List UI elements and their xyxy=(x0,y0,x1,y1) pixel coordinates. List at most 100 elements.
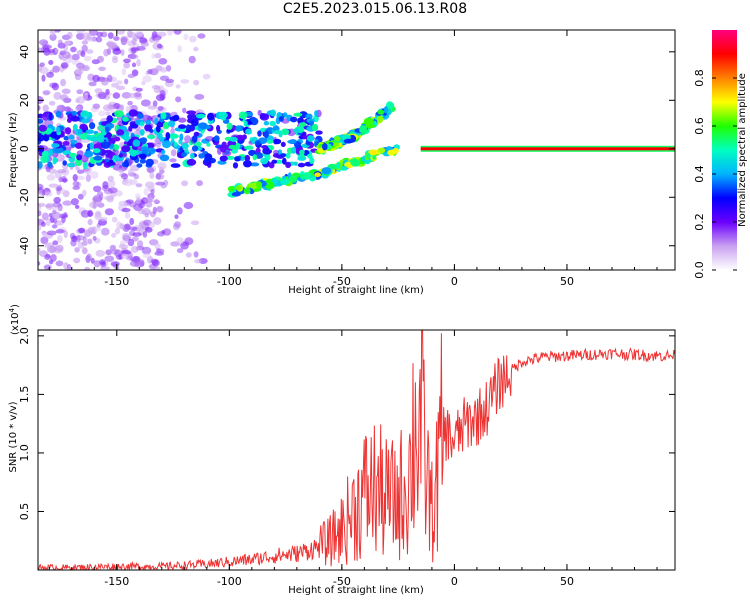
spectrogram-noise-cell xyxy=(173,30,182,35)
spectrogram-frame xyxy=(37,29,676,271)
spectrogram-noise-cell xyxy=(149,171,155,179)
spectrogram-band-cell xyxy=(261,145,269,149)
spectrogram-band-cell xyxy=(105,161,116,166)
spectrogram-band-cell xyxy=(273,149,279,155)
spectrogram-branch-cell xyxy=(231,192,241,197)
spectrogram-band-cell xyxy=(89,142,94,150)
spectrogram-branch-cell xyxy=(377,109,385,115)
spectrogram-noise-cell xyxy=(38,223,42,231)
spectrogram-branch-cell xyxy=(235,185,242,191)
snr-plot: -150 -100 -50 0 50 0.5 1.0 1.5 2.0 Height of str… xyxy=(8,304,676,596)
spectrogram-noise-cell xyxy=(57,203,63,212)
spectrogram-noise-cell xyxy=(141,246,152,255)
spectrogram-noise-cell xyxy=(52,240,59,246)
spectrogram-noise-cell xyxy=(113,36,120,41)
spectrogram-noise-cell xyxy=(99,216,108,222)
spectrogram-noise-cell xyxy=(70,198,79,206)
spectrogram-band-cell xyxy=(226,122,233,130)
spectrogram-band-cell xyxy=(38,145,48,151)
spectrogram-band-cell xyxy=(254,140,261,146)
spectrogram-noise-cell xyxy=(95,249,106,257)
spectrogram-band-cell xyxy=(249,162,260,167)
spectrogram-band-cell xyxy=(68,135,75,140)
spectrogram-noise-cell xyxy=(155,248,161,254)
spectrogram-band-cell xyxy=(139,153,147,160)
spectrogram-band-cell xyxy=(80,110,90,118)
spectrogram-noise-cell xyxy=(162,228,172,236)
spectrogram-noise-cell xyxy=(142,75,152,83)
spectrogram-noise-cell xyxy=(44,242,50,249)
spectrogram-noise-cell xyxy=(76,32,85,40)
spectrogram-noise-cell xyxy=(121,68,127,76)
spectrogram-noise-cell xyxy=(81,247,88,255)
snr-x-tick-label: 50 xyxy=(560,575,574,588)
spectrogram-noise-cell xyxy=(100,266,110,270)
spectrogram-noise-cell xyxy=(141,81,146,86)
spectrogram-band-cell xyxy=(167,120,176,127)
spectrogram-noise-cell xyxy=(165,65,172,72)
spectrogram-band-cell xyxy=(222,150,232,157)
snr-y-axis-label: SNR (10 * v/v) xyxy=(8,401,19,472)
spectrogram-noise-cell xyxy=(86,33,92,41)
spectrogram-noise-cell xyxy=(104,195,114,201)
colorbar-label: Normalized spectral amplitude xyxy=(737,73,748,227)
spectrogram-noise-cell xyxy=(116,30,126,35)
spectrogram-band-cell xyxy=(51,143,60,148)
spectrogram-noise-cell xyxy=(63,230,68,239)
spectrogram-band-cell xyxy=(217,147,222,155)
colorbar-tick-label: 0.0 xyxy=(693,261,706,279)
spectrogram-noise-cell xyxy=(152,199,160,203)
spectrogram-noise-cell xyxy=(38,39,49,46)
spectrogram-noise-cell xyxy=(176,248,184,254)
spectrogram-noise-cell xyxy=(86,253,92,262)
spectrogram-noise-cell xyxy=(60,62,69,69)
spectrogram-x-tick-label: 50 xyxy=(560,275,574,288)
spectrogram-band-cell xyxy=(84,150,94,158)
spectrogram-noise-cell xyxy=(66,31,73,39)
spectrogram-band-cell xyxy=(285,161,292,169)
spectrogram-noise-cell xyxy=(159,90,166,97)
spectrogram-band-cell xyxy=(228,144,237,150)
spectrogram-noise-cell xyxy=(45,218,51,226)
spectrogram-band-cell xyxy=(306,135,315,142)
spectrogram-noise-cell xyxy=(165,78,175,83)
spectrogram-band-cell xyxy=(38,124,47,132)
spectrogram-noise-cell xyxy=(194,258,202,264)
spectrogram-noise-cell xyxy=(112,48,122,55)
spectrogram-band-cell xyxy=(160,112,167,120)
spectrogram-noise-cell xyxy=(142,231,148,238)
spectrogram-band-cell xyxy=(76,154,83,161)
spectrogram-cells xyxy=(38,30,675,270)
snr-y-tick-label: 2.0 xyxy=(18,327,31,345)
spectrogram-band-cell xyxy=(89,122,96,130)
spectrogram-noise-cell xyxy=(136,59,141,67)
spectrogram-band-cell xyxy=(85,129,95,134)
spectrogram-band-cell xyxy=(106,115,113,123)
spectrogram-noise-cell xyxy=(92,235,97,241)
spectrogram-band-cell xyxy=(205,136,214,142)
spectrogram-band-cell xyxy=(149,128,154,133)
spectrogram-band-cell xyxy=(269,109,277,117)
spectrogram-band-cell xyxy=(139,121,145,127)
spectrogram-x-tick-label: 0 xyxy=(451,275,458,288)
colorbar-tick-label: 0.4 xyxy=(693,165,706,183)
snr-y-tick-label: 0.5 xyxy=(18,503,31,520)
spectrogram-branch-cell xyxy=(336,161,341,169)
spectrogram-noise-cell xyxy=(116,80,123,85)
spectrogram-noise-cell xyxy=(46,174,56,181)
spectrogram-noise-cell xyxy=(144,213,149,218)
spectrogram-band-cell xyxy=(63,135,69,141)
spectrogram-band-cell xyxy=(81,118,90,124)
spectrogram-noise-cell xyxy=(146,167,155,174)
spectrogram-noise-cell xyxy=(176,237,184,245)
colorbar-tick-label: 0.8 xyxy=(693,69,706,87)
spectrogram-band-cell xyxy=(206,142,211,147)
spectrogram-noise-cell xyxy=(189,35,197,43)
spectrogram-noise-cell xyxy=(176,207,183,215)
spectrogram-noise-cell xyxy=(154,37,160,43)
spectrogram-branch-cell xyxy=(365,123,376,129)
spectrogram-noise-cell xyxy=(193,46,199,52)
spectrogram-noise-cell xyxy=(111,57,119,64)
spectrogram-band-cell xyxy=(271,159,278,164)
spectrogram-branch-cell xyxy=(359,125,368,133)
